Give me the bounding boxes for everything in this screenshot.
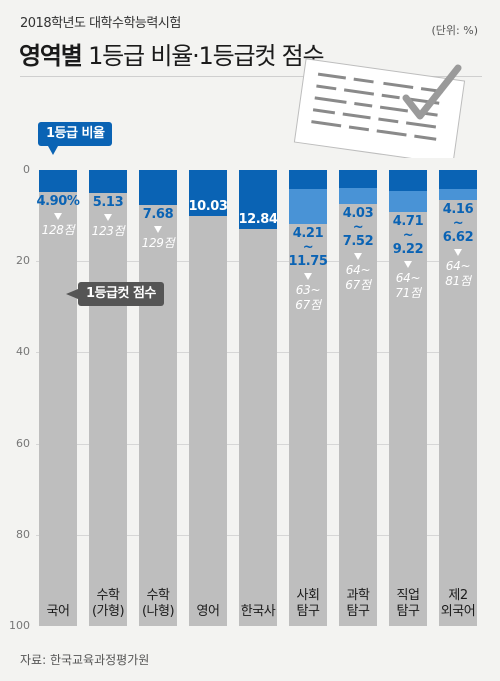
y-tick-label: 100 — [9, 619, 30, 632]
callout-pointer — [66, 289, 78, 299]
title-bold: 영역별 — [19, 42, 83, 70]
bar-ratio — [439, 170, 477, 189]
category-label: 직업 탐구 — [396, 588, 420, 619]
cut-score-label: 129점 — [141, 236, 175, 251]
down-arrow-icon — [54, 213, 62, 221]
bar-remainder — [139, 170, 177, 626]
bar-remainder — [339, 170, 377, 626]
chart-title: 영역별 1등급 비율·1등급컷 점수 — [19, 36, 325, 71]
callout-pointer — [48, 146, 58, 155]
bar-remainder — [289, 170, 327, 626]
y-tick-label: 20 — [16, 254, 30, 268]
down-arrow-icon — [454, 249, 462, 257]
category-label: 제2 외국어 — [440, 588, 476, 619]
legend-cut-callout: 1등급컷 점수 — [78, 282, 164, 306]
down-arrow-icon — [404, 261, 412, 269]
bar-ratio — [289, 170, 327, 190]
value-label: 4.90% — [36, 194, 80, 210]
value-label: 4.71 ~ 9.22 — [392, 214, 424, 258]
unit-label: (단위: %) — [431, 24, 478, 37]
down-arrow-icon — [104, 214, 112, 222]
bar-ratio — [339, 170, 377, 189]
category-label: 과학 탐구 — [346, 588, 370, 619]
cut-score-label: 123점 — [91, 224, 125, 239]
bar-remainder — [239, 170, 277, 626]
cut-score-label: 64~ 71점 — [395, 271, 421, 301]
down-arrow-icon — [354, 253, 362, 261]
y-tick-label: 0 — [23, 163, 30, 176]
category-label: 한국사 — [240, 604, 276, 619]
source-note: 자료: 한국교육과정평가원 — [20, 653, 150, 667]
y-tick-label: 80 — [16, 527, 30, 541]
cut-score-label: 64~ 81점 — [445, 259, 471, 289]
answer-sheet-illustration — [293, 58, 466, 158]
value-label: 4.16 ~ 6.62 — [442, 202, 474, 246]
value-label: 5.13 — [92, 195, 124, 211]
category-label: 영어 — [196, 604, 220, 619]
cut-score-label: 63~ 67점 — [295, 282, 321, 312]
title-rest: 1등급 비율·1등급컷 점수 — [81, 42, 325, 70]
bar-ratio — [239, 170, 277, 229]
category-label: 수학 (가형) — [91, 588, 125, 619]
cut-score-label: 64~ 67점 — [345, 263, 371, 293]
legend-ratio-callout: 1등급 비율 — [38, 122, 113, 146]
down-arrow-icon — [154, 226, 162, 234]
value-label: 7.68 — [142, 207, 174, 223]
bar-ratio — [189, 170, 227, 216]
down-arrow-icon — [304, 272, 312, 280]
cut-score-label: 128점 — [41, 223, 75, 238]
bar-ratio — [389, 170, 427, 192]
header-divider — [20, 76, 482, 77]
supertitle: 2018학년도 대학수학능력시험 — [20, 16, 181, 31]
bar-remainder — [389, 170, 427, 626]
bar-ratio — [139, 170, 177, 206]
category-label: 수학 (나형) — [141, 588, 175, 619]
bar-remainder — [439, 170, 477, 626]
category-label: 국어 — [46, 604, 70, 619]
bar-remainder — [39, 170, 77, 626]
y-tick-label: 40 — [16, 345, 30, 359]
value-label: 10.03 — [188, 198, 228, 214]
bar-ratio — [39, 170, 77, 193]
bar-remainder — [89, 170, 127, 626]
y-tick-label: 60 — [16, 436, 30, 450]
bar-remainder — [189, 170, 227, 626]
bar-ratio — [89, 170, 127, 194]
value-label: 4.03 ~ 7.52 — [342, 206, 374, 250]
value-label: 12.84 — [238, 211, 278, 227]
value-label: 4.21 ~ 11.75 — [288, 225, 328, 269]
category-label: 사회 탐구 — [296, 588, 320, 619]
